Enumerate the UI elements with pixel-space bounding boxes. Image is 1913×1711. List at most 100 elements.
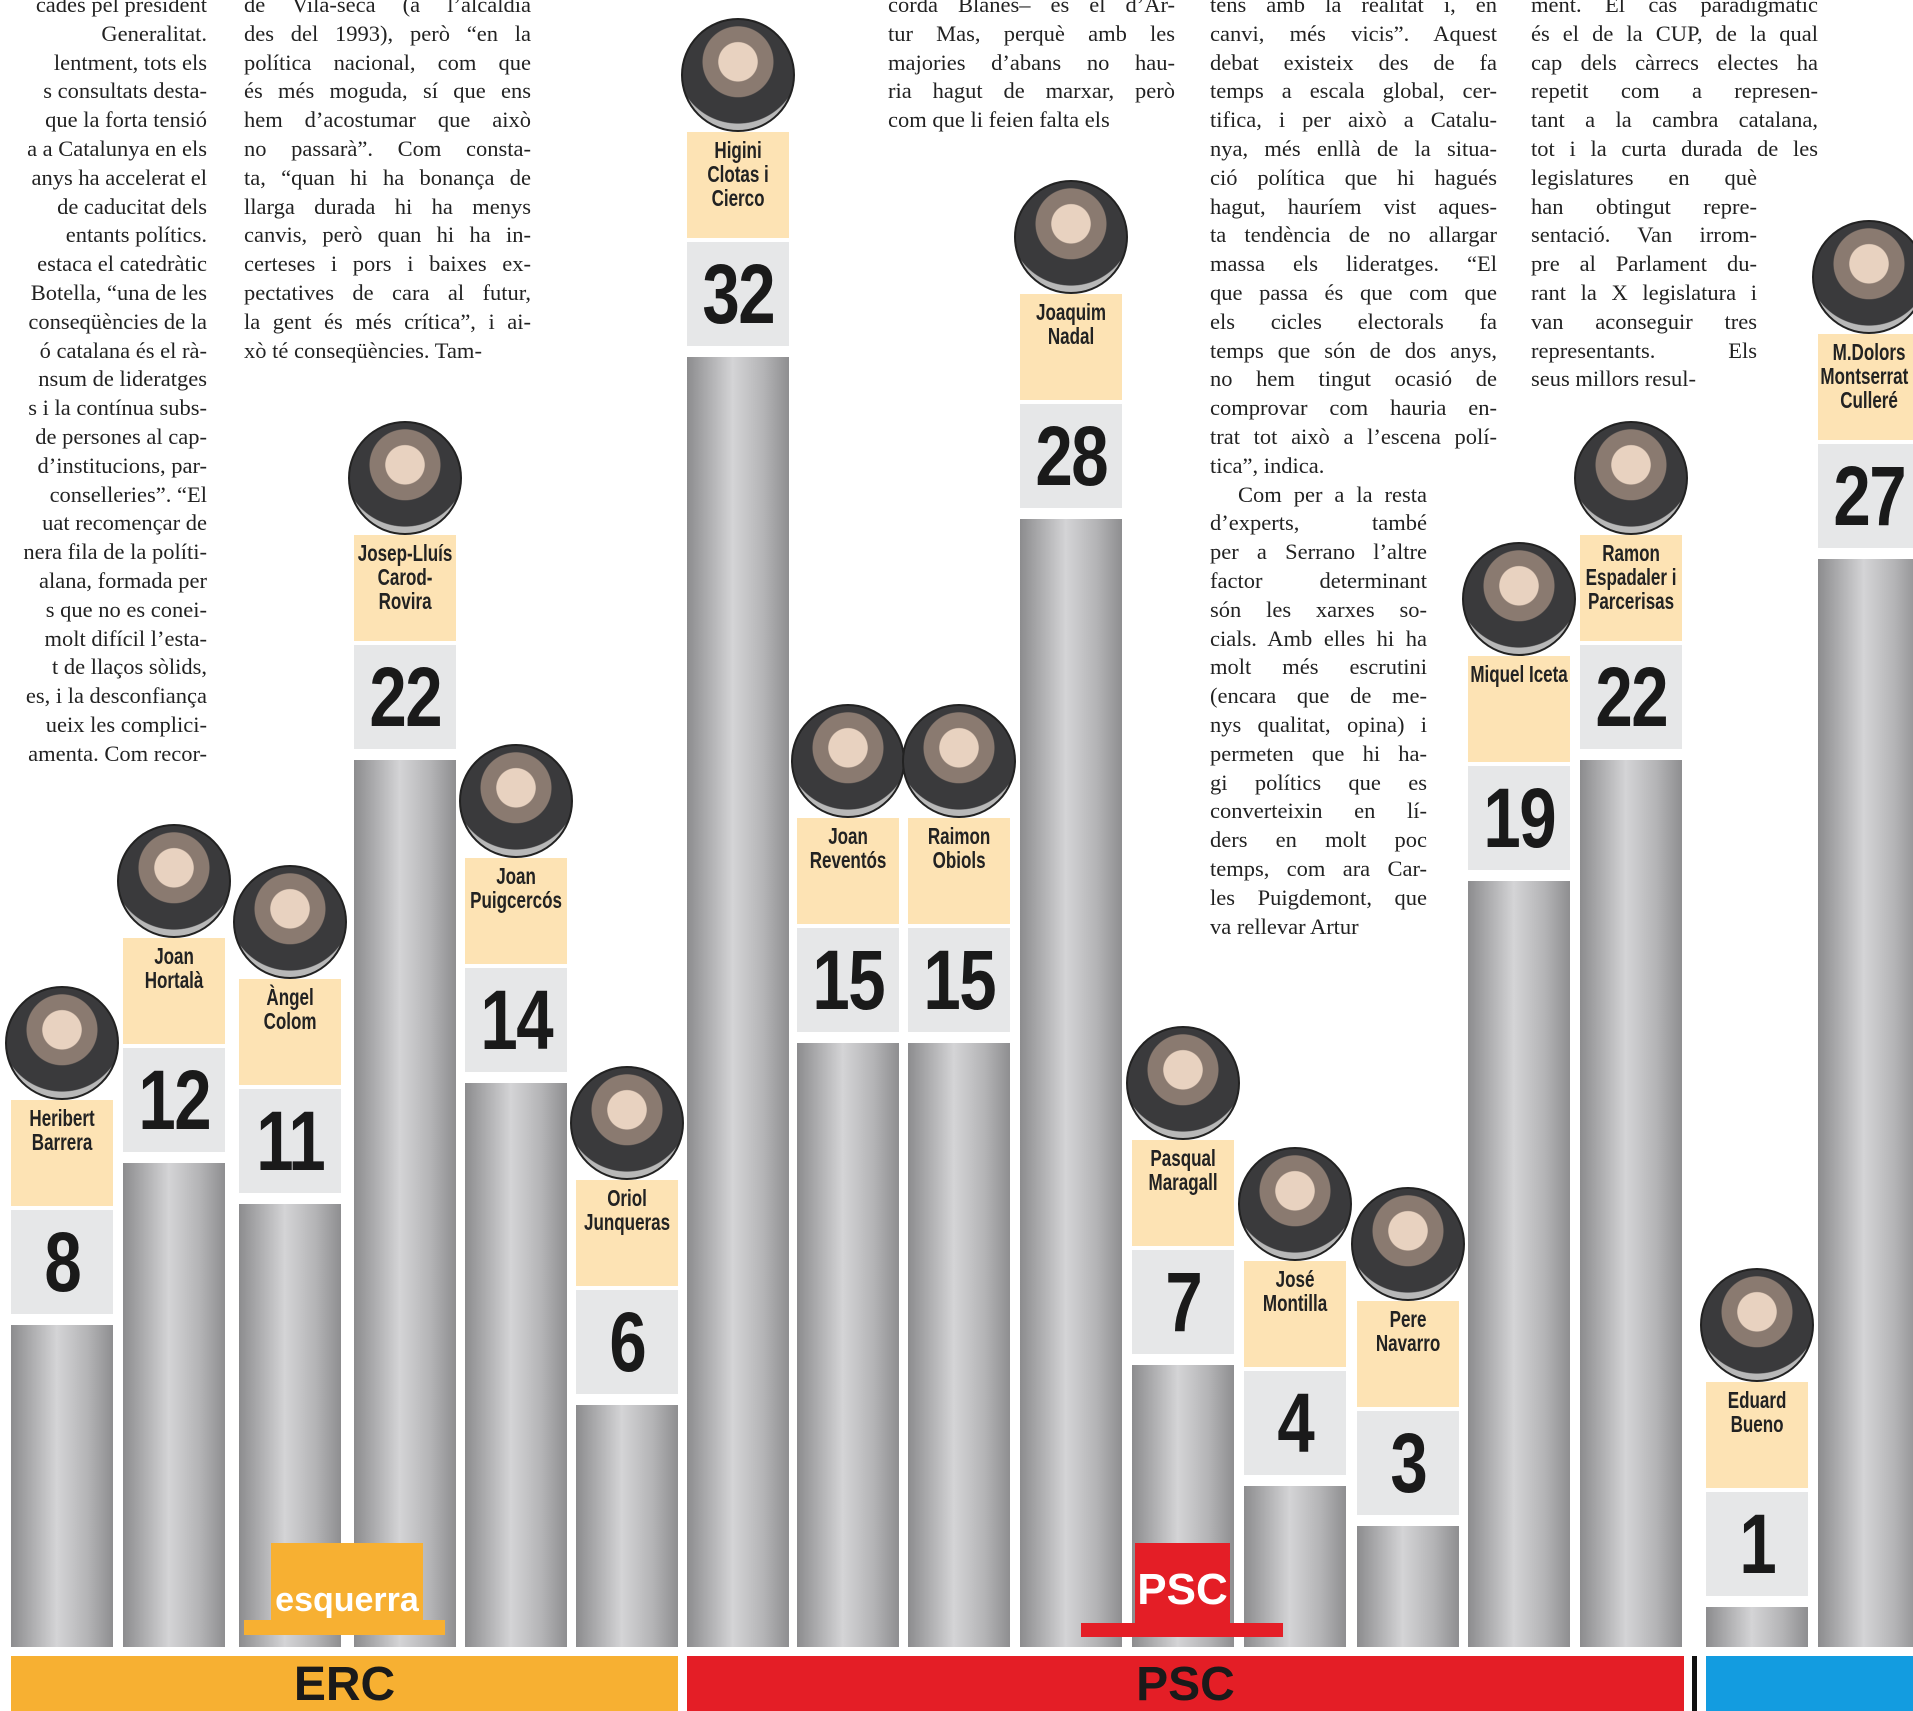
article-line: per a Serrano l’altre	[1210, 537, 1427, 566]
photo	[1462, 542, 1576, 656]
article-line: ueix les complici-	[0, 710, 207, 739]
value-label: 28	[1020, 404, 1122, 508]
photo	[117, 824, 231, 938]
article-line: corda Blanes– és el d’Ar-	[888, 0, 1175, 19]
article-line: són les xarxes so-	[1210, 595, 1427, 624]
name-box: Heribert Barrera	[11, 1100, 113, 1206]
article-line: uat recomençar de	[0, 508, 207, 537]
name-box: Miquel Iceta	[1468, 656, 1570, 762]
value-box: 11	[239, 1089, 341, 1193]
bar	[576, 1405, 678, 1647]
value-box: 22	[354, 645, 456, 749]
article-line: (encara que de me-	[1210, 681, 1427, 710]
name-box: Josep-Lluís Carod-Rovira	[354, 535, 456, 641]
article-line: ó catalana és el rà-	[0, 336, 207, 365]
article-line: cades pel president	[0, 0, 207, 19]
bar	[908, 1043, 1010, 1648]
article-line: d’experts, també	[1210, 508, 1427, 537]
article-line: que la forta tensió	[0, 105, 207, 134]
article-line: no hem tingut ocasió de	[1210, 364, 1497, 393]
article-line: Botella, “una de les	[0, 278, 207, 307]
article-line: molt més escrutini	[1210, 652, 1427, 681]
value-box: 15	[797, 928, 899, 1032]
article-line: massa els lideratges. “El	[1210, 249, 1497, 278]
article-line: no passarà”. Com consta-	[244, 134, 531, 163]
photo	[1126, 1026, 1240, 1140]
article-line: tens amb la realitat i, en	[1210, 0, 1497, 19]
article-line: de persones al cap-	[0, 422, 207, 451]
photo	[1574, 421, 1688, 535]
name-box: Pasqual Maragall	[1132, 1140, 1234, 1246]
value-label: 7	[1132, 1250, 1234, 1354]
article-line: tur Mas, perquè amb les	[888, 19, 1175, 48]
article-line: Generalitat.	[0, 19, 207, 48]
article-line: com que li feien falta els	[888, 105, 1175, 134]
article-line: alana, formada per	[0, 566, 207, 595]
bar	[11, 1325, 113, 1647]
article-line: tot i la curta durada de les	[1531, 134, 1818, 163]
article-line: la gent és més crítica”, i ai-	[244, 307, 531, 336]
value-label: 15	[797, 928, 899, 1032]
logo: esquerra	[271, 1543, 423, 1620]
article-line: amenta. Com recor-	[0, 739, 207, 768]
photo	[348, 421, 462, 535]
bar	[1357, 1526, 1459, 1647]
name-label: Miquel Iceta	[1468, 656, 1570, 686]
article-line: es, i la desconfiança	[0, 681, 207, 710]
bar	[354, 760, 456, 1647]
article-line: Com per a la resta	[1210, 480, 1427, 509]
article-line: és el de la CUP, de la qual	[1531, 19, 1818, 48]
divider	[1692, 1656, 1697, 1711]
name-label: Joan Puigcercós	[465, 858, 567, 912]
article-line: s i la contínua subs-	[0, 393, 207, 422]
logo: PSC	[1135, 1543, 1230, 1623]
party-band	[1706, 1656, 1913, 1711]
value-label: 8	[11, 1210, 113, 1314]
name-box: Raimon Obiols	[908, 818, 1010, 924]
article-line: a a Catalunya en els	[0, 134, 207, 163]
bar	[1818, 559, 1913, 1647]
value-label: 32	[687, 242, 789, 346]
value-label: 19	[1468, 766, 1570, 870]
logo-base	[244, 1620, 445, 1635]
name-label: Pasqual Maragall	[1132, 1140, 1234, 1194]
name-label: Joan Reventós	[797, 818, 899, 872]
bar	[1020, 519, 1122, 1647]
photo	[5, 986, 119, 1100]
value-box: 8	[11, 1210, 113, 1314]
article-line: t de llaços sòlids,	[0, 652, 207, 681]
article-line: gi polítics que es	[1210, 768, 1427, 797]
bar	[797, 1043, 899, 1648]
article-line: s que no es conei-	[0, 595, 207, 624]
name-label: Àngel Colom	[239, 979, 341, 1033]
name-label: Joaquim Nadal	[1020, 294, 1122, 348]
photo	[1700, 1268, 1814, 1382]
value-box: 12	[123, 1048, 225, 1152]
photo	[233, 865, 347, 979]
article-line: pectatives de cara al futur,	[244, 278, 531, 307]
name-label: Higini Clotas i Cierco	[687, 132, 789, 210]
value-box: 14	[465, 968, 567, 1072]
article-line: conseqüències de la	[0, 307, 207, 336]
article-line: han obtingut repre-	[1531, 192, 1757, 221]
name-label: Oriol Junqueras	[576, 1180, 678, 1234]
name-box: Eduard Bueno	[1706, 1382, 1808, 1488]
article-line: trat tot això a l’escena polí-	[1210, 422, 1497, 451]
article-line: nya, més enllà de la situa-	[1210, 134, 1497, 163]
value-box: 6	[576, 1290, 678, 1394]
article-line: legislatures en què	[1531, 163, 1757, 192]
article-line: política nacional, com que	[244, 48, 531, 77]
article-line: cials. Amb elles hi ha	[1210, 624, 1427, 653]
article-line: entants polítics.	[0, 220, 207, 249]
article-line: ta tendència de no allargar	[1210, 220, 1497, 249]
bar	[1706, 1607, 1808, 1647]
photo	[459, 744, 573, 858]
article-line: van aconseguir tres	[1531, 307, 1757, 336]
article-line: comprovar com hauria en-	[1210, 393, 1497, 422]
value-box: 32	[687, 242, 789, 346]
photo	[570, 1066, 684, 1180]
article-line: estaca el catedràtic	[0, 249, 207, 278]
article-line: és més moguda, sí que ens	[244, 76, 531, 105]
photo	[1812, 220, 1913, 334]
value-box: 1	[1706, 1492, 1808, 1596]
